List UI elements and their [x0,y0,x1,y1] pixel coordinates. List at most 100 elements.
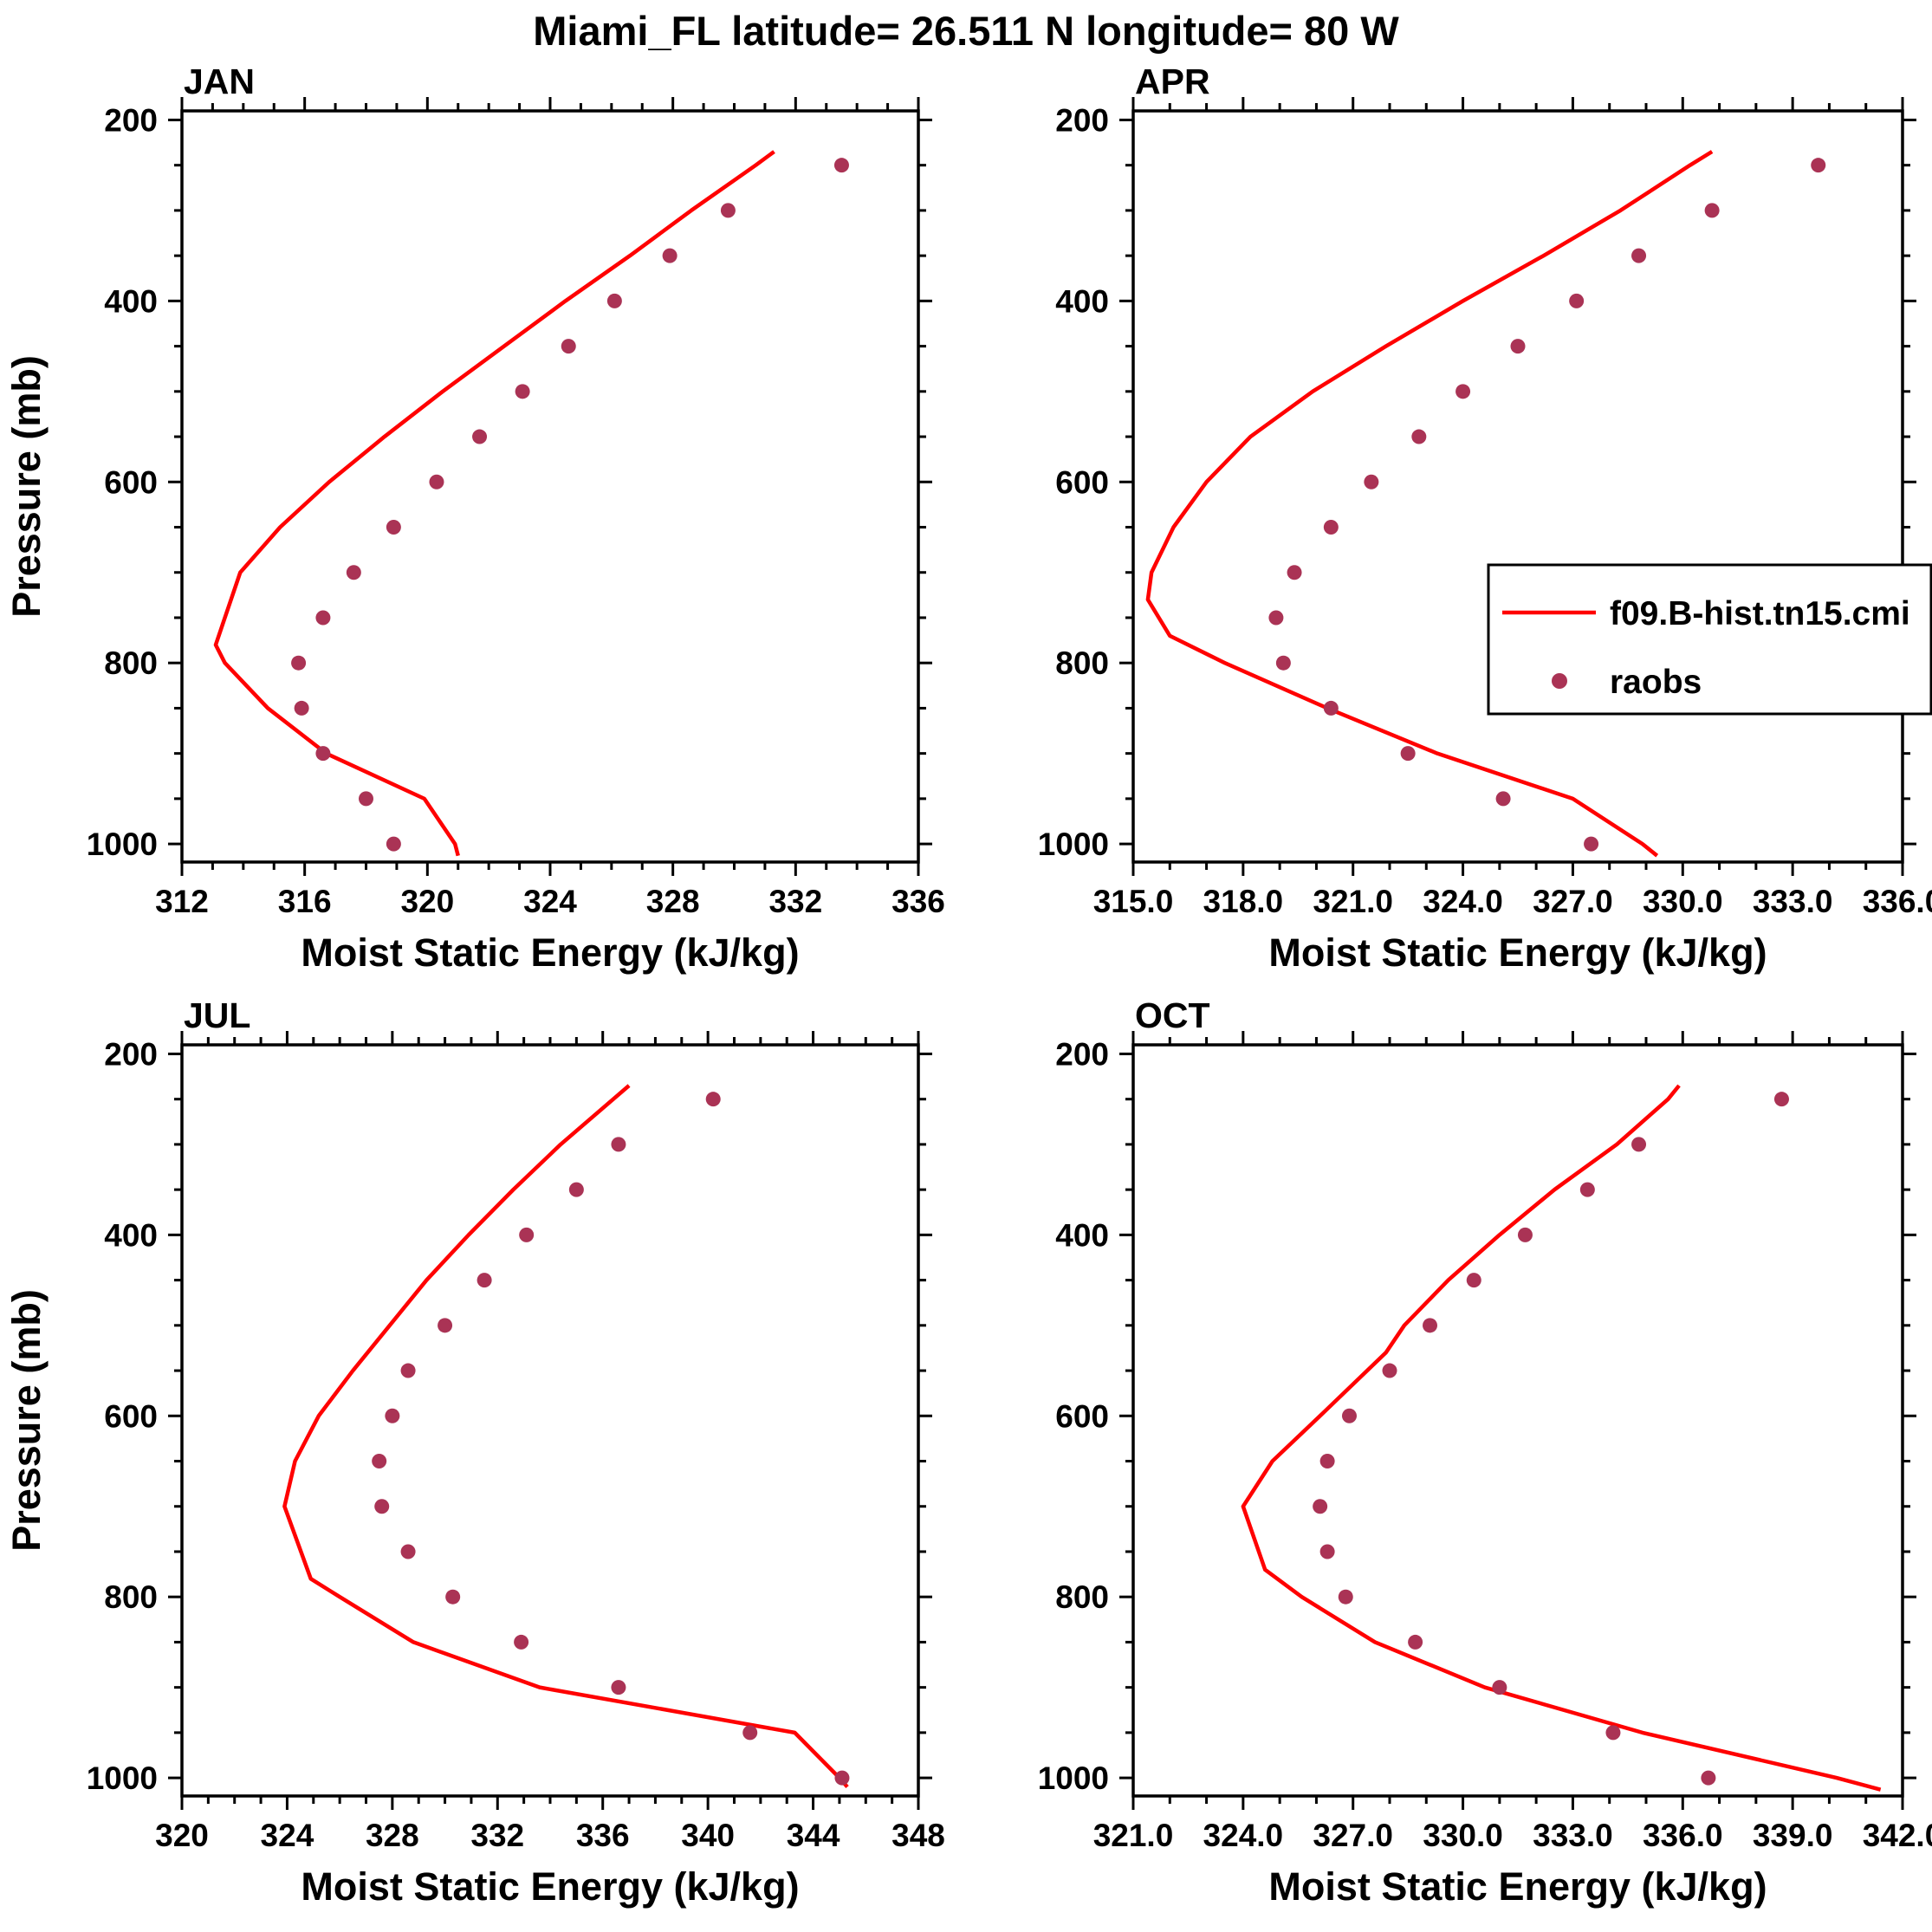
x-tick-label: 339.0 [1753,1818,1833,1853]
raobs-dot [445,1589,461,1605]
y-tick-label: 400 [1055,1217,1109,1253]
raobs-dot [1287,565,1302,580]
legend-line-label: f09.B-hist.tn15.cmi [1610,595,1910,632]
y-tick-label: 200 [104,1036,158,1072]
raobs-dot [705,1092,721,1107]
raobs-dot [374,1499,390,1514]
raobs-dot [1579,1182,1595,1197]
plot-frame [1131,109,1904,864]
raobs-dot [1704,203,1720,218]
y-tick-label: 1000 [1038,827,1109,862]
y-tick-label: 600 [1055,464,1109,500]
y-tick-label: 800 [1055,645,1109,681]
raobs-dot [1495,791,1511,807]
raobs-dots [1268,158,1826,852]
x-tick-label: 315.0 [1093,884,1174,919]
raobs-dot [561,339,576,354]
raobs-dot [568,1182,584,1197]
raobs-dot [515,384,530,399]
plot-frame [180,109,920,864]
x-tick-label: 340 [681,1818,735,1853]
panel-month-label: APR [1135,62,1210,101]
raobs-dot [1400,746,1416,762]
raobs-dot [1584,836,1599,852]
raobs-dot [1510,339,1526,354]
y-tick-label: 200 [1055,102,1109,138]
raobs-dot [1268,610,1284,626]
legend: f09.B-hist.tn15.cmi raobs [1487,563,1932,716]
panel-month-label: OCT [1135,995,1210,1035]
raobs-dot [1313,1499,1328,1514]
raobs-dot [400,1363,416,1378]
raobs-dot [315,746,331,762]
y-tick-label: 200 [1055,1036,1109,1072]
raobs-dot [1323,700,1339,716]
raobs-dot [315,610,331,626]
raobs-dot [1364,474,1379,489]
x-tick-label: 333.0 [1753,884,1833,919]
raobs-dot [359,791,373,807]
raobs-dot [662,248,677,263]
x-tick-label: 321.0 [1313,884,1393,919]
x-tick-label: 316 [278,884,332,919]
y-axis-title: Pressure (mb) [4,355,49,618]
raobs-dot [519,1227,535,1242]
y-axis-title: Pressure (mb) [4,1289,49,1552]
raobs-dot [611,1137,626,1152]
raobs-dot [1341,1408,1357,1423]
raobs-dot [291,655,307,671]
raobs-dot [1455,384,1471,399]
raobs-dot [1411,429,1427,444]
legend-dot-label: raobs [1610,664,1702,701]
y-tick-label: 200 [104,102,158,138]
x-tick-label: 330.0 [1643,884,1723,919]
x-axis-title: Moist Static Energy (kJ/kg) [301,930,799,975]
x-tick-label: 320 [400,884,454,919]
x-tick-label: 320 [155,1818,209,1853]
model-line [1145,150,1714,858]
figure-title: Miami_FL latitude= 26.511 N longitude= 8… [533,8,1399,54]
raobs-dot [1319,1454,1335,1469]
x-tick-label: 324.0 [1423,884,1503,919]
x-tick-label: 332 [768,884,822,919]
model-line [282,1084,849,1789]
y-tick-label: 800 [104,1579,158,1615]
panel-month-label: JAN [184,62,255,101]
raobs-dot [1408,1634,1423,1650]
y-tick-label: 800 [1055,1579,1109,1615]
raobs-dot [834,1770,850,1786]
x-tick-label: 327.0 [1313,1818,1393,1853]
raobs-dot [514,1634,529,1650]
model-line [213,150,775,857]
raobs-dot [386,836,401,852]
panel-month-label: JUL [184,995,250,1035]
x-axis-title: Moist Static Energy (kJ/kg) [1268,1864,1767,1909]
raobs-dot [1382,1363,1397,1378]
raobs-dot [472,429,488,444]
y-tick-label: 600 [104,464,158,500]
raobs-dot [606,293,622,308]
raobs-dot [611,1680,626,1695]
raobs-dot [372,1454,387,1469]
y-tick-label: 1000 [1038,1760,1109,1796]
raobs-dot [1811,158,1826,173]
panel-apr: 315.0 318.0 321.0 324.0 327.0 330.0 333.0 336.0… [1038,62,1932,975]
panel-jan: 312 316 320 324 328 332 336 200 400 600 800 1000 JAN… [4,62,945,975]
x-tick-label: 348 [891,1818,945,1853]
panel-oct: 321.0 324.0 327.0 330.0 333.0 336.0 339.0 342.0… [1038,995,1932,1909]
raobs-dot [1423,1318,1438,1333]
plot-frame [1131,1043,1904,1798]
y-tick-label: 400 [104,1217,158,1253]
x-tick-label: 336 [576,1818,630,1853]
raobs-dot [1275,655,1291,671]
raobs-dot [400,1544,416,1559]
raobs-dot [294,700,309,716]
x-tick-label: 312 [155,884,209,919]
y-tick-label: 800 [104,645,158,681]
x-tick-label: 336.0 [1643,1818,1723,1853]
x-tick-label: 333.0 [1533,1818,1613,1853]
x-tick-label: 344 [787,1818,840,1853]
raobs-dot [1323,520,1339,535]
x-tick-label: 342.0 [1863,1818,1932,1853]
